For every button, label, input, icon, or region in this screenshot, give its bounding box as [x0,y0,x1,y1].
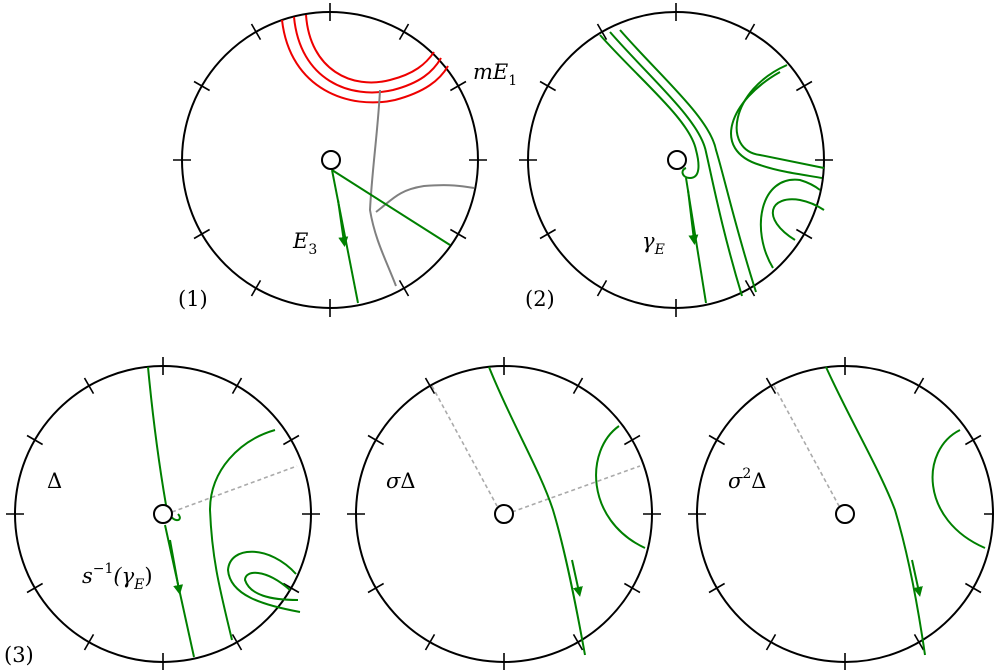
boundary-tick [282,582,300,594]
boundary-tick [193,80,211,92]
boundary-tick [765,633,777,651]
puncture-point [667,150,687,170]
boundary-ticks [688,357,994,670]
boundary-tick [765,377,777,395]
boundary-tick [231,633,243,651]
panel-3a: Δ s−1(γE) (3) [4,357,320,670]
boundary-ticks [173,3,487,317]
boundary-tick [913,633,925,651]
green-curve-E3 [331,169,451,304]
boundary-tick [964,434,982,446]
panel-3c: σ2Δ [688,357,994,670]
boundary-tick [596,23,608,41]
boundary-ticks [519,3,833,317]
boundary-tick [26,582,44,594]
boundary-tick [367,434,385,446]
green-curves [488,366,646,656]
green-curves-gamma [599,29,825,304]
boundary-tick [539,80,557,92]
red-curves-mE1 [281,14,449,104]
boundary-tick [231,377,243,395]
boundary-tick [26,434,44,446]
boundary-tick [795,228,813,240]
boundary-tick [449,80,467,92]
boundary-ticks [347,357,661,670]
boundary-tick [964,582,982,594]
label-E3: E3 [292,229,317,258]
label-sigma-delta: σΔ [386,469,416,493]
boundary-tick [913,377,925,395]
boundary-tick [596,279,608,297]
boundary-tick [795,80,813,92]
label-s-inv-gamma: s−1(γE) [82,561,153,593]
boundary-tick [744,279,756,297]
boundary-tick [708,582,726,594]
panel-2: γE (2) [519,3,833,317]
boundary-tick [539,228,557,240]
panel-1: E3 mE1 (1) [173,3,517,317]
panel-number-1: (1) [178,287,208,311]
panel-3b: σΔ [347,357,661,670]
dashed-cut [171,465,298,513]
boundary-tick [83,633,95,651]
boundary-tick [250,23,262,41]
boundary-tick [250,279,262,297]
puncture-point [494,504,514,524]
green-curves [147,366,301,658]
boundary-tick [449,228,467,240]
boundary-tick [193,228,211,240]
panel-number-3: (3) [4,643,34,667]
boundary-tick [424,633,436,651]
boundary-tick [623,582,641,594]
gray-curve [368,89,475,287]
boundary-ticks [6,357,320,670]
boundary-tick [424,377,436,395]
boundary-tick [398,23,410,41]
boundary-tick [398,279,410,297]
panel-number-2: (2) [525,287,555,311]
boundary-tick [744,23,756,41]
label-delta: Δ [47,469,62,493]
boundary-tick [708,434,726,446]
label-sigma2-delta: σ2Δ [728,466,766,493]
dashed-cuts [431,385,641,513]
boundary-tick [572,633,584,651]
label-gammaE: γE [642,229,665,258]
green-curves [825,366,986,656]
boundary-tick [83,377,95,395]
label-mE1: mE1 [473,60,517,89]
puncture-point [153,504,173,524]
boundary-tick [282,434,300,446]
puncture-point [835,504,855,524]
dashed-cut [773,385,840,507]
boundary-tick [572,377,584,395]
puncture-point [321,150,341,170]
boundary-tick [367,582,385,594]
boundary-tick [623,434,641,446]
